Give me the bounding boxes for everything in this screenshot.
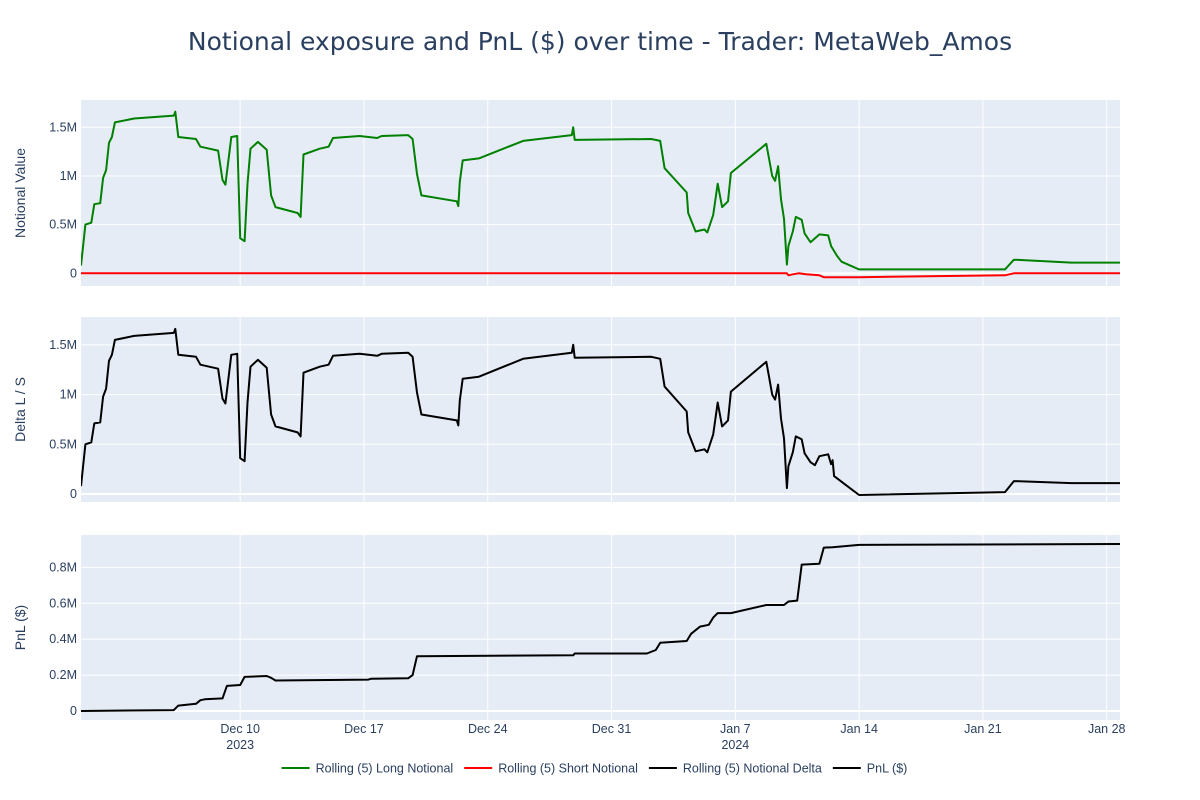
y-tick-label: 1.5M (49, 120, 77, 134)
panel-3: 0 0.2M 0.4M 0.6M 0.8M PnL ($) (12, 535, 1120, 720)
y-tick-label: 0 (70, 704, 77, 718)
legend-label: Rolling (5) Short Notional (498, 762, 638, 776)
y-tick-label: 1M (60, 169, 77, 183)
y-tick-label: 0.4M (49, 632, 77, 646)
x-tick-label: Dec 24 (468, 722, 508, 736)
legend-item-rolling-5-long-notional[interactable]: Rolling (5) Long Notional (281, 762, 454, 776)
legend-item-rolling-5-short-notional[interactable]: Rolling (5) Short Notional (464, 762, 638, 776)
plot-background (81, 535, 1120, 720)
plot-background (81, 100, 1120, 286)
y-axis-title: Notional Value (12, 148, 28, 238)
y-tick-label: 0.2M (49, 668, 77, 682)
x-tick-label: Jan 28 (1088, 722, 1126, 736)
chart-title: Notional exposure and PnL ($) over time … (188, 27, 1012, 56)
x-tick-label: Jan 21 (964, 722, 1002, 736)
legend-label: Rolling (5) Long Notional (316, 762, 454, 776)
panel-2: 0 0.5M 1M 1.5M Delta L / S (12, 317, 1120, 502)
series-line-pnl (81, 543, 1120, 712)
y-tick-label: 0.6M (49, 596, 77, 610)
y-axis-title: Delta L / S (12, 377, 28, 442)
y-axis-title: PnL ($) (12, 605, 28, 650)
legend-label: PnL ($) (867, 762, 908, 776)
y-tick-label: 0.5M (49, 437, 77, 451)
x-tick-label: Dec 10 (220, 722, 260, 736)
x-tick-label: Dec 31 (592, 722, 632, 736)
x-tick-label: Dec 17 (344, 722, 384, 736)
legend-item-rolling-5-notional-delta[interactable]: Rolling (5) Notional Delta (648, 762, 822, 776)
x-tick-year-label: 2023 (226, 738, 254, 752)
x-tick-year-label: 2024 (721, 738, 749, 752)
x-axis: Dec 10 2023 Dec 17 Dec 24 Dec 31 Jan 7 2024 Jan… (220, 722, 1125, 752)
plot-panels: 0 0.5M 1M 1.5M Notional Value 0 0.5M 1M 1.5M Delt… (12, 100, 1126, 752)
legend-label: Rolling (5) Notional Delta (683, 762, 822, 776)
y-tick-label: 0.5M (49, 218, 77, 232)
y-tick-label: 0 (70, 487, 77, 501)
legend-item-pnl[interactable]: PnL ($) (832, 762, 908, 776)
series-line-rolling-5-short-notional (81, 272, 1120, 279)
y-tick-label: 0 (70, 266, 77, 280)
panel-1: 0 0.5M 1M 1.5M Notional Value (12, 100, 1120, 286)
y-tick-label: 1.5M (49, 338, 77, 352)
x-tick-label: Jan 7 (720, 722, 751, 736)
series-line-rolling-5-long-notional (81, 110, 1120, 271)
x-tick-label: Jan 14 (840, 722, 878, 736)
y-tick-label: 1M (60, 388, 77, 402)
legend: Rolling (5) Long Notional Rolling (5) Sho… (281, 762, 908, 776)
y-tick-label: 0.8M (49, 560, 77, 574)
series-line-rolling-5-notional-delta (81, 327, 1120, 496)
plot-background (81, 317, 1120, 502)
